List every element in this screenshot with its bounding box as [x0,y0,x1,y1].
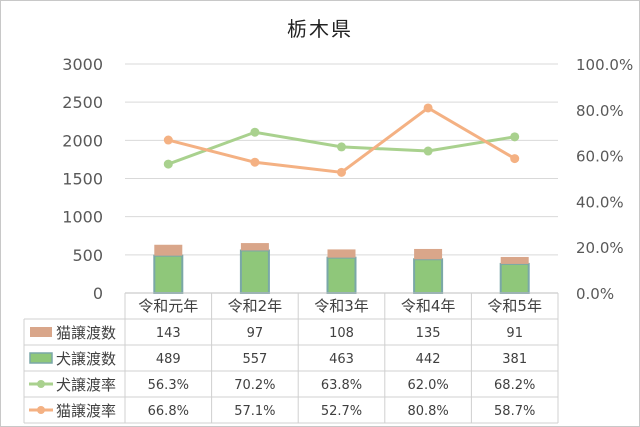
y-left-tick-label: 0 [93,284,103,303]
y-left-tick-label: 1500 [62,170,103,189]
legend-swatch [37,406,45,414]
point-dog-rate [337,142,346,152]
table-cell: 442 [416,352,441,367]
y-right-tick-label: 0.0% [576,285,614,303]
legend-swatch [37,380,45,388]
y-axis-right: 0.0% 20.0% 40.0% 60.0% 80.0% 100.0% [576,56,633,303]
point-cat-rate [250,157,260,167]
bar-dog [153,254,184,295]
point-cat-rate [423,103,433,113]
category-label: 令和3年 [314,297,369,315]
table-cell: 68.2% [494,378,535,393]
bar-cat [154,244,183,256]
bar-dog [239,249,270,294]
table-cell: 489 [156,352,181,367]
table-cell: 62.0% [407,378,448,393]
bar-dog [413,258,444,295]
bar-cat [327,249,356,258]
legend-swatch [29,352,53,364]
category-label: 令和元年 [138,297,198,315]
legend-swatch [30,327,52,337]
bar-cat [240,243,269,251]
table-cell: 91 [506,326,523,341]
point-dog-rate [250,127,260,137]
table-cell: 56.3% [148,378,189,393]
y-axis-left: 0 500 1000 1500 2000 2500 3000 [62,55,103,303]
point-cat-rate [337,167,346,177]
point-cat-rate [510,154,520,164]
bars [153,243,530,295]
y-left-tick-label: 3000 [62,55,103,74]
table-cell: 557 [242,352,267,367]
table-cell: 463 [329,352,354,367]
y-right-tick-label: 100.0% [576,56,633,74]
category-label: 令和5年 [487,297,542,315]
table-cell: 58.7% [494,404,535,419]
table-cell: 143 [156,326,181,341]
y-right-tick-label: 80.0% [576,102,624,120]
chart-title: 栃木県 [287,17,353,41]
lines [163,103,520,177]
legend-label: 犬譲渡数 [56,350,116,368]
y-left-tick-label: 1000 [62,208,103,227]
table-cell: 63.8% [321,378,362,393]
y-left-tick-label: 2500 [62,93,103,112]
point-dog-rate [423,146,433,156]
legend-label: 猫譲渡率 [56,402,116,420]
y-right-tick-label: 60.0% [576,148,624,166]
bar-dog [326,256,357,294]
y-left-tick-label: 2000 [62,131,103,150]
table-cell: 135 [416,326,441,341]
bar-dog [499,262,530,294]
table-cell: 57.1% [234,404,275,419]
bar-cat [500,256,529,264]
category-label: 令和4年 [401,297,456,315]
point-dog-rate [510,132,520,142]
bar-cat [414,248,443,260]
gridlines [125,63,558,256]
y-right-tick-label: 40.0% [576,193,624,211]
point-cat-rate [163,135,173,145]
table-cell: 108 [329,326,354,341]
y-right-tick-label: 20.0% [576,239,624,257]
point-dog-rate [163,159,173,169]
table-cell: 381 [502,352,527,367]
table-cell: 97 [247,326,264,341]
legend-label: 猫譲渡数 [56,324,116,342]
table-cell: 52.7% [321,404,362,419]
table-cell: 80.8% [407,404,448,419]
y-left-tick-label: 500 [72,246,103,265]
table-cell: 70.2% [234,378,275,393]
legend-label: 犬譲渡率 [56,376,116,394]
table-cell: 66.8% [148,404,189,419]
category-label: 令和2年 [228,297,283,315]
